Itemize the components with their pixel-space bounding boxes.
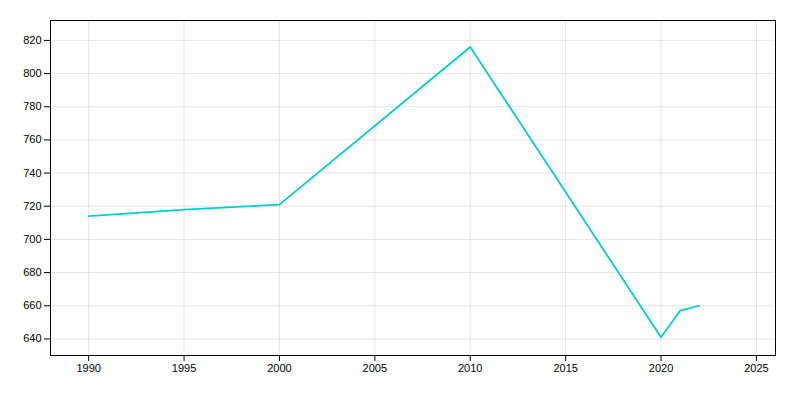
svg-text:640: 640 [23,332,41,344]
svg-text:820: 820 [23,34,41,46]
svg-text:740: 740 [23,167,41,179]
svg-text:2015: 2015 [553,362,577,374]
svg-text:2010: 2010 [458,362,482,374]
svg-text:680: 680 [23,266,41,278]
svg-text:2020: 2020 [649,362,673,374]
svg-text:1995: 1995 [172,362,196,374]
svg-text:720: 720 [23,200,41,212]
svg-text:1990: 1990 [76,362,100,374]
svg-text:660: 660 [23,299,41,311]
svg-text:700: 700 [23,233,41,245]
svg-text:2005: 2005 [363,362,387,374]
svg-text:2000: 2000 [267,362,291,374]
svg-text:2025: 2025 [744,362,768,374]
svg-text:780: 780 [23,100,41,112]
svg-text:760: 760 [23,133,41,145]
svg-text:800: 800 [23,67,41,79]
